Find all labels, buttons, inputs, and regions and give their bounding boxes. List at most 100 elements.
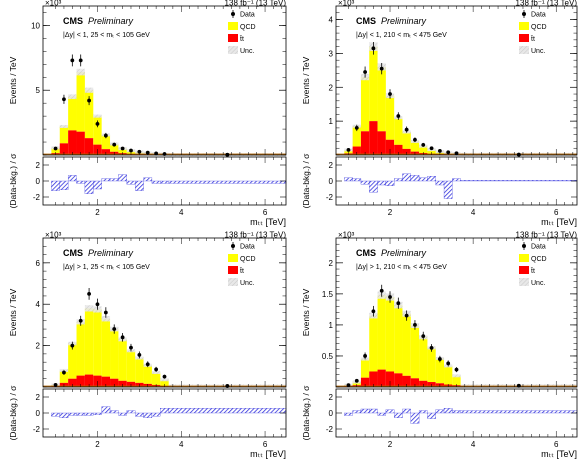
data-point	[62, 97, 66, 102]
ratio-bar	[452, 178, 461, 182]
x-tick-label: 6	[263, 208, 268, 217]
legend-data-marker	[231, 244, 235, 248]
ratio-bar	[168, 180, 287, 184]
legend: Data QCD t̄t Unc.	[519, 10, 547, 55]
data-point	[95, 302, 100, 307]
x-tick-label: 4	[471, 208, 476, 217]
ratio-y-axis-title: (Data-bkg.) / σ	[8, 153, 18, 209]
ratio-y-tick-label: -2	[326, 193, 334, 202]
data-point	[379, 66, 384, 71]
legend-label: t̄t	[240, 35, 244, 43]
qcd-bar	[410, 141, 420, 152]
ttbar-bar	[402, 375, 411, 387]
qcd-bar	[84, 90, 94, 139]
uncertainty-band	[68, 94, 77, 100]
selection-label: |Δy| < 1, 25 < mₜ < 105 GeV	[63, 32, 150, 39]
x-axis-title: mₜₜ [TeV]	[250, 217, 286, 227]
qcd-bar	[68, 343, 77, 379]
ttbar-bar	[377, 131, 386, 155]
ratio-bar	[51, 180, 60, 191]
legend-label: t̄t	[240, 267, 244, 275]
data-point	[62, 370, 66, 375]
ratio-bar	[51, 412, 60, 417]
ratio-bar	[344, 412, 353, 416]
ratio-bar	[443, 180, 453, 199]
ratio-bar	[67, 412, 77, 416]
x-axis-title: mₜₜ [TeV]	[541, 449, 577, 459]
ratio-bar	[460, 180, 578, 182]
legend-label: Data	[240, 12, 255, 19]
data-point	[437, 357, 442, 361]
ratio-bar	[160, 408, 169, 414]
uncertainty-band	[84, 87, 94, 93]
qcd-bar	[427, 149, 436, 154]
data-point	[429, 146, 434, 151]
data-point	[70, 343, 75, 348]
uncertainty-band	[76, 68, 85, 76]
qcd-bar	[360, 77, 370, 132]
chart-panel-4: 0.5 1 1.5 2 ×10³ 138 fb⁻¹ (13 TeV) CMS Prelimin…	[301, 231, 578, 459]
x-tick-label: 2	[388, 440, 393, 449]
chart-panel-2: 1 2 3 4 ×10³ 138 fb⁻¹ (13 TeV) CMS Preliminary |…	[301, 0, 578, 227]
ratio-bar	[118, 174, 127, 182]
ratio-bar	[67, 175, 77, 182]
status-label: Preliminary	[88, 16, 134, 26]
y-axis-title: Events / TeV	[8, 288, 18, 336]
ttbar-bar	[360, 131, 370, 155]
ttbar-bar	[68, 130, 77, 155]
ratio-y-tick-label: 2	[329, 393, 334, 402]
ratio-bar	[394, 412, 403, 418]
y-tick-label: 1	[329, 117, 334, 126]
qcd-bar	[118, 339, 127, 381]
data-point	[371, 46, 376, 51]
lumi-label: 138 fb⁻¹ (13 TeV)	[225, 0, 287, 8]
ttbar-bar	[369, 121, 378, 155]
data-point	[404, 127, 409, 132]
qcd-bar	[402, 313, 411, 376]
data-point	[103, 310, 108, 315]
y-axis-title: Events / TeV	[8, 56, 18, 104]
status-label: Preliminary	[381, 16, 427, 26]
data-point	[454, 367, 459, 372]
data-point	[129, 345, 133, 350]
data-point	[120, 146, 125, 151]
qcd-bar	[360, 359, 370, 378]
ratio-bar	[101, 406, 111, 414]
lumi-label: 138 fb⁻¹ (13 TeV)	[516, 0, 578, 8]
ratio-bar	[443, 408, 453, 414]
ratio-bar	[93, 412, 102, 415]
ttbar-bar	[385, 139, 395, 155]
legend-label: Unc.	[531, 48, 545, 55]
y-tick-label: 10	[31, 21, 40, 30]
legend-qcd-swatch	[228, 22, 238, 30]
ratio-bar	[369, 180, 378, 193]
ttbar-bar	[110, 378, 119, 387]
data-point	[421, 142, 426, 147]
qcd-bar	[419, 337, 428, 381]
legend-label: Data	[240, 244, 255, 251]
uncertainty-band	[160, 378, 169, 382]
legend-qcd-swatch	[519, 254, 529, 262]
data-point	[78, 318, 83, 323]
qcd-bar	[385, 296, 395, 372]
ratio-bar	[151, 180, 161, 184]
ratio-y-tick-label: 0	[329, 409, 334, 418]
data-point	[421, 334, 426, 338]
ttbar-bar	[68, 378, 77, 387]
data-point	[112, 142, 117, 147]
legend-data-marker	[522, 12, 526, 16]
ratio-bar	[385, 409, 395, 414]
uncertainty-band	[59, 125, 69, 128]
ratio-bar	[135, 412, 144, 417]
ratio-bar	[135, 180, 144, 191]
x-axis-title: mₜₜ [TeV]	[541, 217, 577, 227]
legend-label: QCD	[240, 256, 256, 263]
experiment-label: CMS	[356, 16, 376, 26]
ttbar-bar	[84, 138, 94, 155]
ratio-bar	[360, 180, 370, 185]
ratio-bar	[452, 410, 461, 414]
ratio-bar	[435, 409, 445, 414]
status-label: Preliminary	[88, 248, 134, 258]
legend-data-marker	[231, 12, 235, 16]
